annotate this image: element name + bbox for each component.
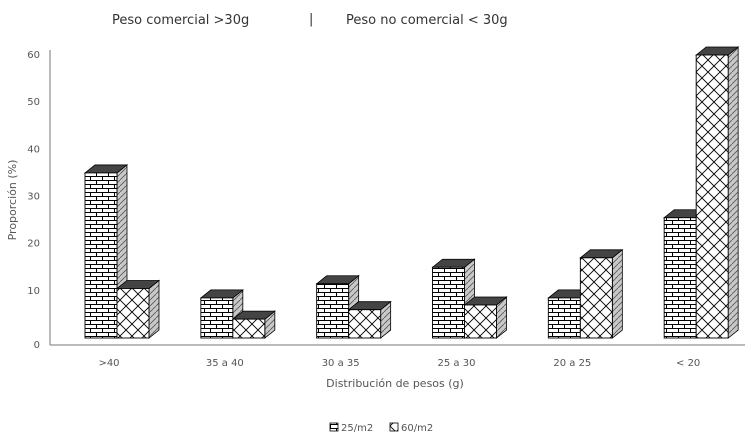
x-tick-label: 25 a 30 xyxy=(438,358,476,369)
header-separator: | xyxy=(309,12,313,27)
bar-front-face xyxy=(348,309,382,339)
x-tick-label: 30 a 35 xyxy=(322,358,360,369)
bar-group xyxy=(83,46,740,339)
y-axis-title: Proporción (%) xyxy=(6,160,19,241)
legend-label-60: 60/m2 xyxy=(401,423,433,434)
x-tick-label: >40 xyxy=(98,358,119,369)
bar-front-face xyxy=(663,217,697,339)
bar-front-face xyxy=(432,266,465,339)
y-tick-label: 10 xyxy=(27,286,40,297)
bar-s2-5 xyxy=(695,46,740,339)
y-tick-label: 0 xyxy=(34,340,40,351)
legend-label-25: 25/m2 xyxy=(341,423,373,434)
header-label-commercial: Peso comercial >30g xyxy=(112,13,249,28)
y-tick-label: 20 xyxy=(27,239,40,250)
bar-front-face xyxy=(200,297,234,339)
bar-s1-1 xyxy=(199,289,244,339)
bar-front-face xyxy=(464,304,497,339)
x-tick-label: 35 a 40 xyxy=(206,358,244,369)
y-tick-label: 30 xyxy=(27,192,40,203)
bar-side-face xyxy=(611,248,623,339)
bar-s2-0 xyxy=(115,279,161,339)
bar-front-face xyxy=(84,172,118,339)
legend: 25/m2 60/m2 xyxy=(329,422,433,434)
bar-front-face xyxy=(232,318,266,339)
bar-front-face xyxy=(695,54,729,339)
bar-s2-3 xyxy=(463,296,508,339)
y-tick-group: 0 10 20 30 40 50 60 xyxy=(27,50,40,351)
legend-swatch-60 xyxy=(389,422,399,432)
y-tick-label: 50 xyxy=(27,97,40,108)
y-tick-label: 40 xyxy=(27,144,40,155)
x-axis-title: Distribución de pesos (g) xyxy=(326,377,464,390)
bar-s2-1 xyxy=(231,310,276,339)
x-tick-label: < 20 xyxy=(676,358,700,369)
bar-front-face xyxy=(579,257,613,339)
bar-front-face xyxy=(547,297,581,339)
bar-side-face xyxy=(727,46,739,339)
header-label-non-commercial: Peso no comercial < 30g xyxy=(346,13,508,28)
legend-swatch-25 xyxy=(329,422,339,432)
x-tick-label: 20 a 25 xyxy=(553,358,591,369)
bar-s2-4 xyxy=(579,248,624,339)
bar-side-face xyxy=(148,279,160,339)
x-tick-group: >40 35 a 40 30 a 35 25 a 30 20 a 25 < 20 xyxy=(98,358,700,369)
y-tick-label: 60 xyxy=(27,50,40,61)
bar-front-face xyxy=(116,288,150,339)
bar-front-face xyxy=(316,283,350,339)
bar-s2-2 xyxy=(347,300,392,339)
